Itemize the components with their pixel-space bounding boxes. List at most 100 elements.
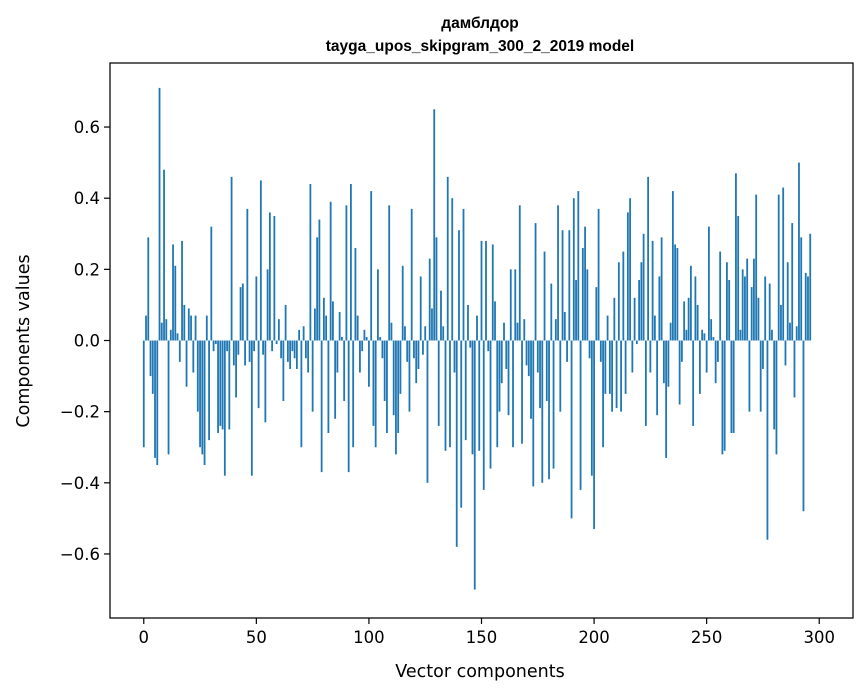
bar-88 [341, 336, 343, 341]
bar-181 [550, 283, 553, 341]
bar-123 [419, 276, 422, 341]
bar-224 [647, 176, 650, 341]
bar-193 [577, 191, 580, 341]
bar-22 [192, 340, 195, 373]
y-tick-label-4: 0.2 [74, 260, 100, 279]
bar-46 [246, 208, 249, 341]
bar-293 [802, 340, 805, 512]
bar-13 [172, 244, 174, 341]
x-tick-label-200: 200 [578, 628, 610, 647]
bar-156 [494, 301, 496, 341]
bar-10 [165, 319, 168, 341]
bar-257 [721, 340, 724, 455]
bar-284 [782, 187, 785, 341]
y-tick-label-5: 0.4 [74, 189, 100, 208]
bar-102 [372, 340, 375, 426]
bar-246 [696, 304, 699, 341]
bar-285 [784, 340, 787, 366]
bar-208 [611, 340, 613, 412]
bar-109 [388, 205, 391, 341]
bar-90 [345, 205, 348, 341]
bar-34 [219, 340, 222, 426]
bar-275 [762, 340, 764, 369]
bar-296 [809, 233, 812, 341]
bar-180 [548, 340, 550, 480]
bar-186 [561, 230, 564, 341]
bar-269 [748, 340, 751, 412]
bar-249 [703, 333, 706, 341]
bar-197 [586, 269, 589, 341]
bar-268 [746, 258, 749, 341]
bar-134 [444, 340, 447, 451]
bar-93 [352, 340, 355, 448]
bar-27 [203, 340, 206, 466]
bar-263 [735, 173, 737, 341]
bar-100 [368, 340, 370, 387]
bar-258 [723, 340, 726, 451]
bar-273 [757, 297, 760, 341]
bar-288 [791, 223, 794, 341]
bar-221 [640, 262, 643, 341]
bar-292 [800, 237, 803, 341]
bar-192 [575, 280, 577, 341]
y-tick-label-2: −0.2 [60, 403, 100, 422]
bar-270 [750, 287, 753, 341]
bar-96 [359, 340, 361, 373]
bar-124 [422, 340, 424, 355]
bar-118 [408, 340, 411, 412]
bar-251 [708, 226, 710, 341]
bar-84 [332, 301, 334, 341]
bar-267 [744, 276, 746, 341]
bar-218 [633, 297, 636, 341]
bar-260 [728, 280, 731, 341]
bar-95 [356, 315, 359, 341]
bar-171 [527, 340, 530, 377]
bar-55 [266, 269, 269, 341]
bar-138 [453, 340, 456, 373]
bar-51 [257, 340, 260, 409]
bar-168 [521, 340, 523, 444]
bar-200 [593, 340, 595, 530]
bar-37 [226, 340, 228, 352]
bar-52 [259, 180, 262, 341]
bar-187 [563, 312, 566, 341]
bar-44 [241, 283, 244, 341]
bar-212 [620, 340, 622, 412]
bar-289 [793, 340, 796, 398]
bar-30 [210, 226, 213, 341]
bar-21 [190, 315, 192, 341]
x-axis-ticks: 0 50 100 150 200 250 300 [139, 618, 835, 647]
bar-108 [386, 340, 388, 433]
bar-280 [773, 340, 776, 430]
bar-183 [554, 319, 557, 341]
bar-232 [665, 340, 668, 458]
bar-125 [424, 326, 427, 341]
bar-29 [208, 340, 210, 441]
bar-237 [676, 248, 679, 341]
bar-47 [248, 340, 251, 362]
x-axis-label: Vector components [395, 662, 564, 682]
bar-278 [768, 283, 771, 341]
bar-113 [397, 340, 400, 433]
bar-209 [613, 297, 616, 341]
bar-191 [572, 198, 575, 341]
bar-131 [437, 340, 440, 426]
bar-157 [496, 340, 499, 448]
bar-4 [151, 340, 154, 394]
bar-79 [320, 340, 323, 473]
bar-133 [442, 326, 445, 341]
bar-126 [426, 340, 429, 483]
bar-106 [381, 340, 384, 359]
bar-53 [262, 340, 264, 355]
bar-262 [732, 340, 735, 433]
bar-83 [329, 201, 332, 341]
bar-211 [617, 262, 620, 341]
bar-190 [570, 340, 573, 519]
bar-117 [406, 340, 409, 362]
bar-43 [239, 287, 242, 341]
x-tick-label-100: 100 [353, 628, 385, 647]
bar-196 [584, 226, 586, 341]
bar-87 [338, 312, 341, 341]
bar-32 [214, 340, 217, 345]
bar-291 [798, 162, 800, 341]
